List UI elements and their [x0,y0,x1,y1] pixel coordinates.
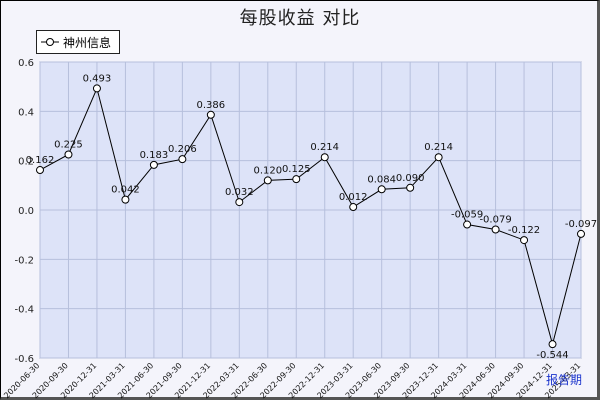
data-point [92,84,101,93]
data-point [263,176,272,185]
y-tick-label: 0.0 [18,206,34,217]
legend-label: 神州信息 [63,35,112,50]
data-point [463,220,472,229]
data-point [520,236,529,245]
legend: 神州信息 [36,30,121,54]
data-label: 0.162 [26,155,55,166]
x-axis-label: 报告期 [545,373,582,387]
data-label: -0.097 [565,219,597,230]
data-label: 0.206 [168,144,197,155]
data-label: 0.183 [140,150,169,161]
data-point [36,166,44,175]
data-point [149,160,158,169]
data-point [178,155,187,164]
y-tick-label: 0.2 [18,157,34,168]
data-point [491,225,500,234]
legend-marker-icon [41,38,59,46]
data-label: 0.214 [424,142,453,153]
data-point [64,150,73,159]
data-label: 0.120 [253,165,282,176]
data-label: 0.012 [339,192,368,203]
data-point [548,340,557,349]
data-point [577,229,585,238]
y-tick-label: -0.4 [14,305,34,316]
series-line [39,86,582,347]
data-point [121,195,130,204]
data-point [235,198,244,207]
y-tick-label: -0.2 [14,255,34,266]
data-label: 0.090 [396,173,425,184]
data-point [292,175,301,184]
y-tick-label: 0.6 [18,58,34,69]
data-label: 0.125 [282,164,311,175]
data-point [320,153,329,162]
data-label: -0.122 [508,225,540,236]
data-label: 0.214 [310,142,339,153]
data-label: 0.493 [83,73,112,84]
data-label: -0.544 [536,350,568,361]
data-label: 0.084 [367,174,396,185]
data-label: 0.042 [111,185,140,196]
data-label: 0.032 [225,187,254,198]
data-label: -0.059 [451,210,483,221]
data-label: -0.079 [479,214,511,225]
data-point [406,183,415,192]
data-point [377,185,386,194]
data-point [206,110,215,119]
y-tick-label: -0.6 [14,354,34,365]
data-point [434,153,443,162]
data-label: 0.386 [197,100,226,111]
data-label: 0.225 [54,140,83,151]
data-point [349,203,358,212]
y-tick-label: 0.4 [18,107,34,118]
chart-title: 每股收益 对比 [239,8,361,29]
